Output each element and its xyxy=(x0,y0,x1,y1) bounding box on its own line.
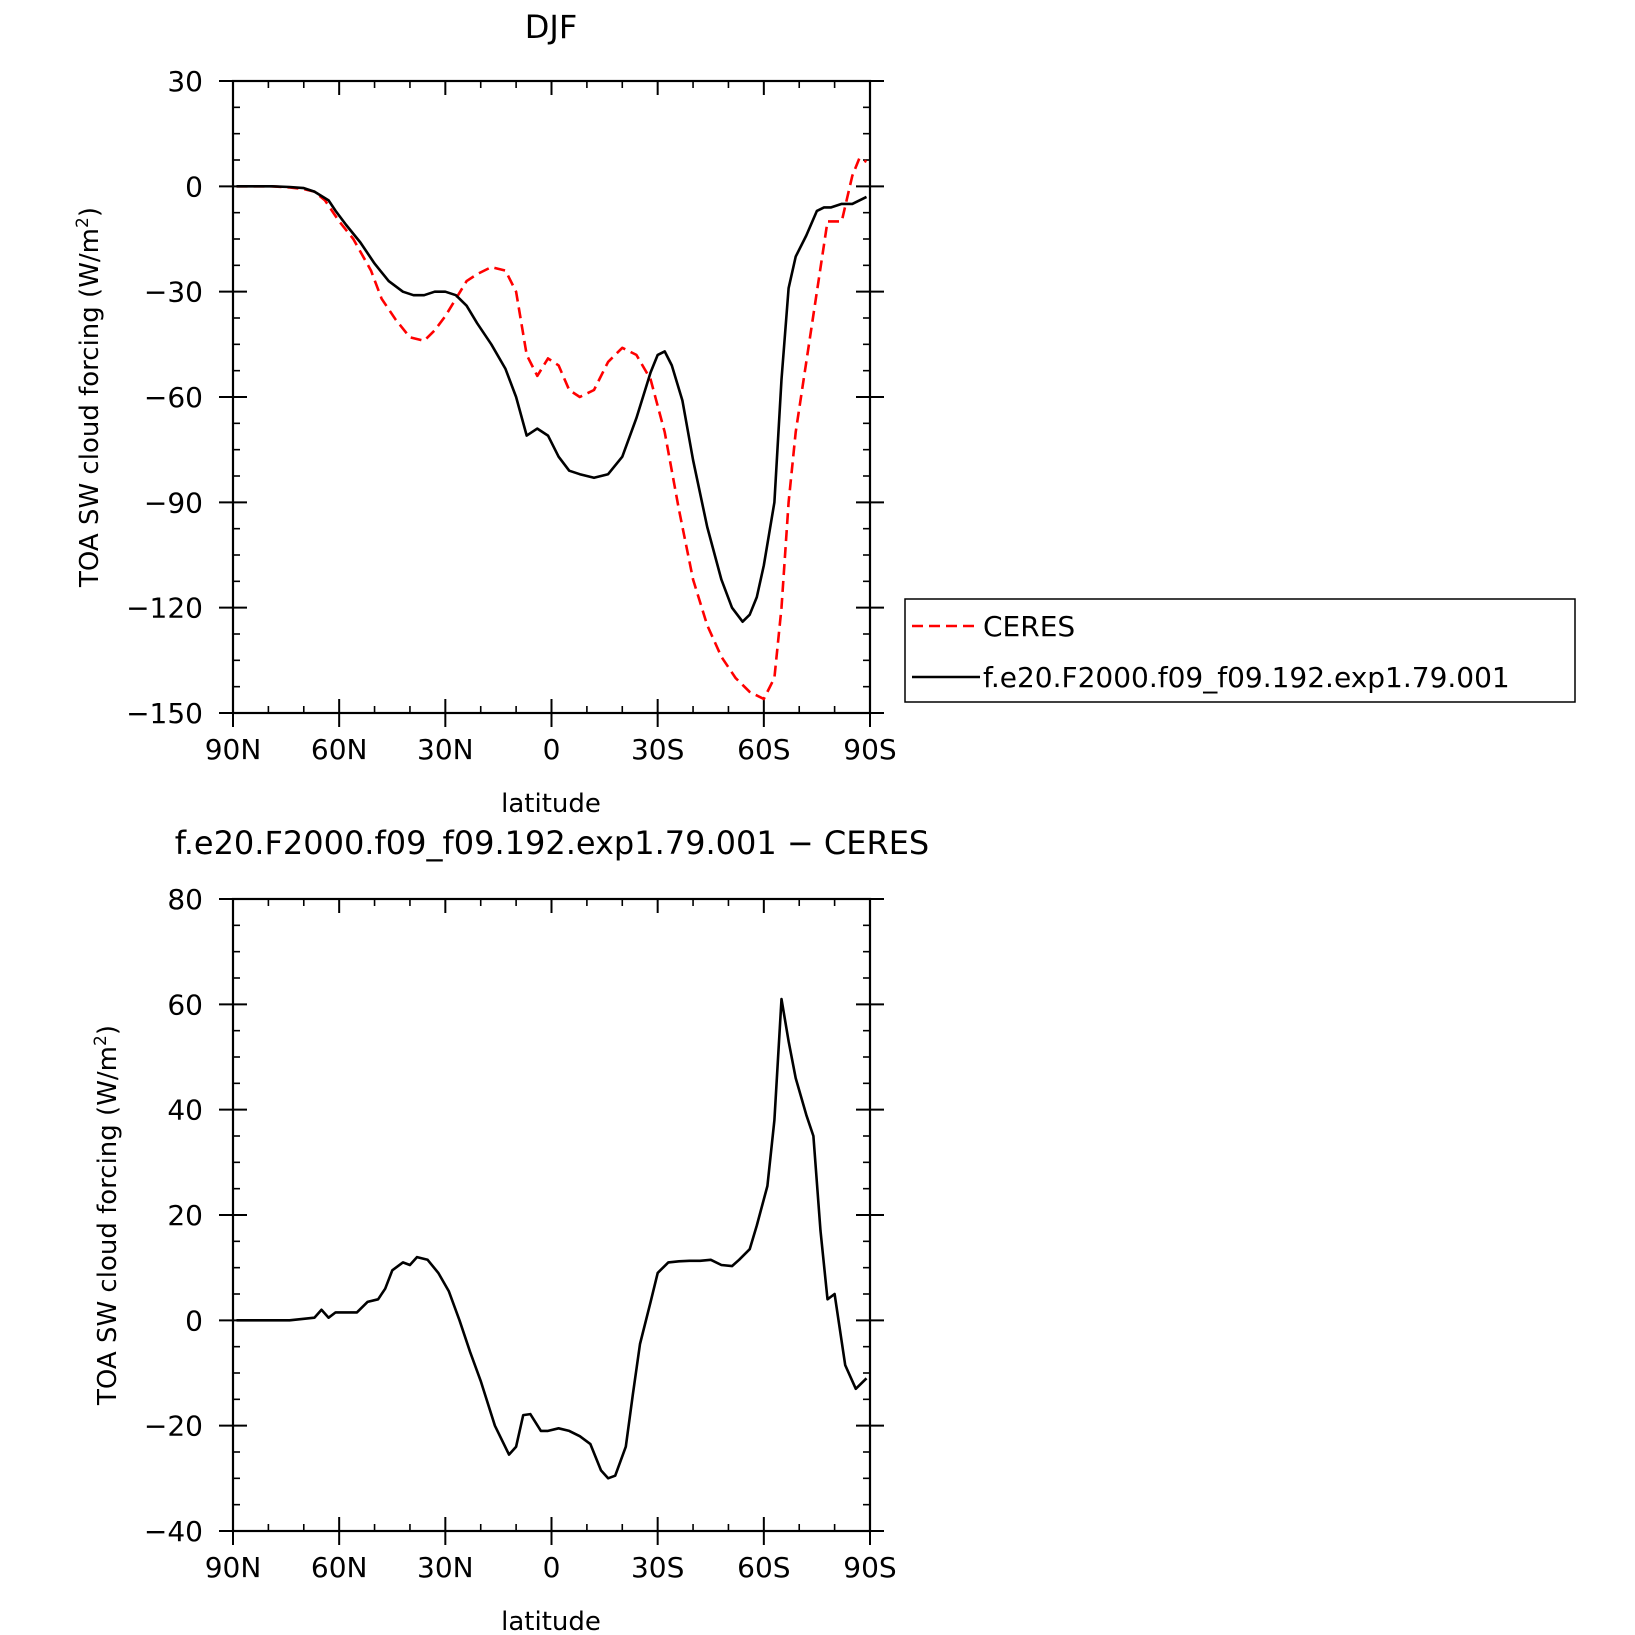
y-tick-label: −150 xyxy=(126,697,203,730)
bottom-y-axis-title-sup: 2 xyxy=(91,1035,111,1046)
bottom-plot-area: 90N 60N 30N 0 30S 60S 90S 80 60 40 20 0 −20 −40 xyxy=(144,883,897,1584)
bottom-axis-ticks xyxy=(219,898,884,1545)
x-tick-label: 60N xyxy=(311,1551,368,1584)
bottom-x-tick-labels: 90N 60N 30N 0 30S 60S 90S xyxy=(205,1551,897,1584)
model-series-line xyxy=(236,185,868,624)
x-tick-label: 90N xyxy=(205,1551,262,1584)
top-series-lines xyxy=(236,156,868,701)
y-tick-label: −40 xyxy=(144,1515,203,1548)
y-tick-label: −120 xyxy=(126,592,203,625)
top-y-axis-title-sup: 2 xyxy=(73,217,93,228)
legend-model-label: f.e20.F2000.f09_f09.192.exp1.79.001 xyxy=(983,661,1510,694)
top-x-tick-labels: 90N 60N 30N 0 30S 60S 90S xyxy=(205,733,897,766)
y-tick-label: 60 xyxy=(167,988,203,1021)
top-y-axis-title-main: TOA SW cloud forcing (W/m xyxy=(75,228,105,588)
bottom-y-tick-labels: 80 60 40 20 0 −20 −40 xyxy=(144,883,203,1548)
y-tick-label: −60 xyxy=(144,381,203,414)
y-tick-label: 40 xyxy=(167,1094,203,1127)
bottom-panel-title: f.e20.F2000.f09_f09.192.exp1.79.001 − CE… xyxy=(175,824,929,862)
legend: CERES f.e20.F2000.f09_f09.192.exp1.79.00… xyxy=(904,598,1576,703)
difference-series-line xyxy=(236,997,868,1480)
legend-box xyxy=(904,598,1576,703)
y-tick-label: −90 xyxy=(144,486,203,519)
y-tick-label: 0 xyxy=(185,1304,203,1337)
bottom-series-lines xyxy=(236,997,868,1480)
x-tick-label: 30S xyxy=(631,733,684,766)
x-tick-label: 0 xyxy=(543,1551,561,1584)
x-tick-label: 90S xyxy=(843,1551,896,1584)
x-tick-label: 30N xyxy=(417,733,474,766)
top-axis-ticks xyxy=(219,80,884,727)
x-tick-label: 30N xyxy=(417,1551,474,1584)
top-y-tick-labels: 30 0 −30 −60 −90 −120 −150 xyxy=(126,65,203,730)
bottom-y-axis-title-close: ) xyxy=(93,1025,123,1035)
y-tick-label: 80 xyxy=(167,883,203,916)
bottom-x-axis-title: latitude xyxy=(501,1607,601,1635)
x-tick-label: 0 xyxy=(543,733,561,766)
top-x-axis-title: latitude xyxy=(501,789,601,819)
top-y-axis-title-close: ) xyxy=(75,207,105,217)
y-tick-label: 0 xyxy=(185,170,203,203)
x-tick-label: 60N xyxy=(311,733,368,766)
ceres-series-line xyxy=(236,156,868,701)
x-tick-label: 60S xyxy=(737,733,790,766)
top-plot-area: 90N 60N 30N 0 30S 60S 90S 30 0 −30 −60 −90 −120 −150 xyxy=(126,65,897,766)
top-panel-title: DJF xyxy=(525,8,577,46)
y-tick-label: −20 xyxy=(144,1410,203,1443)
bottom-y-axis-title: TOA SW cloud forcing (W/m2) xyxy=(91,1025,123,1406)
x-tick-label: 90N xyxy=(205,733,262,766)
x-tick-label: 60S xyxy=(737,1551,790,1584)
x-tick-label: 90S xyxy=(843,733,896,766)
y-tick-label: −30 xyxy=(144,276,203,309)
top-panel: DJF 90N 60N 30N 0 30S 60S 90S 30 0 −30 −60 −90 −120… xyxy=(73,8,897,819)
y-tick-label: 20 xyxy=(167,1199,203,1232)
x-tick-label: 30S xyxy=(631,1551,684,1584)
bottom-y-axis-title-main: TOA SW cloud forcing (W/m xyxy=(93,1046,123,1406)
y-tick-label: 30 xyxy=(167,65,203,98)
top-plot-frame xyxy=(231,79,872,715)
bottom-panel: f.e20.F2000.f09_f09.192.exp1.79.001 − CE… xyxy=(91,824,929,1635)
bottom-plot-frame xyxy=(231,897,872,1533)
legend-ceres-label: CERES xyxy=(983,610,1075,643)
top-y-axis-title: TOA SW cloud forcing (W/m2) xyxy=(73,207,105,588)
